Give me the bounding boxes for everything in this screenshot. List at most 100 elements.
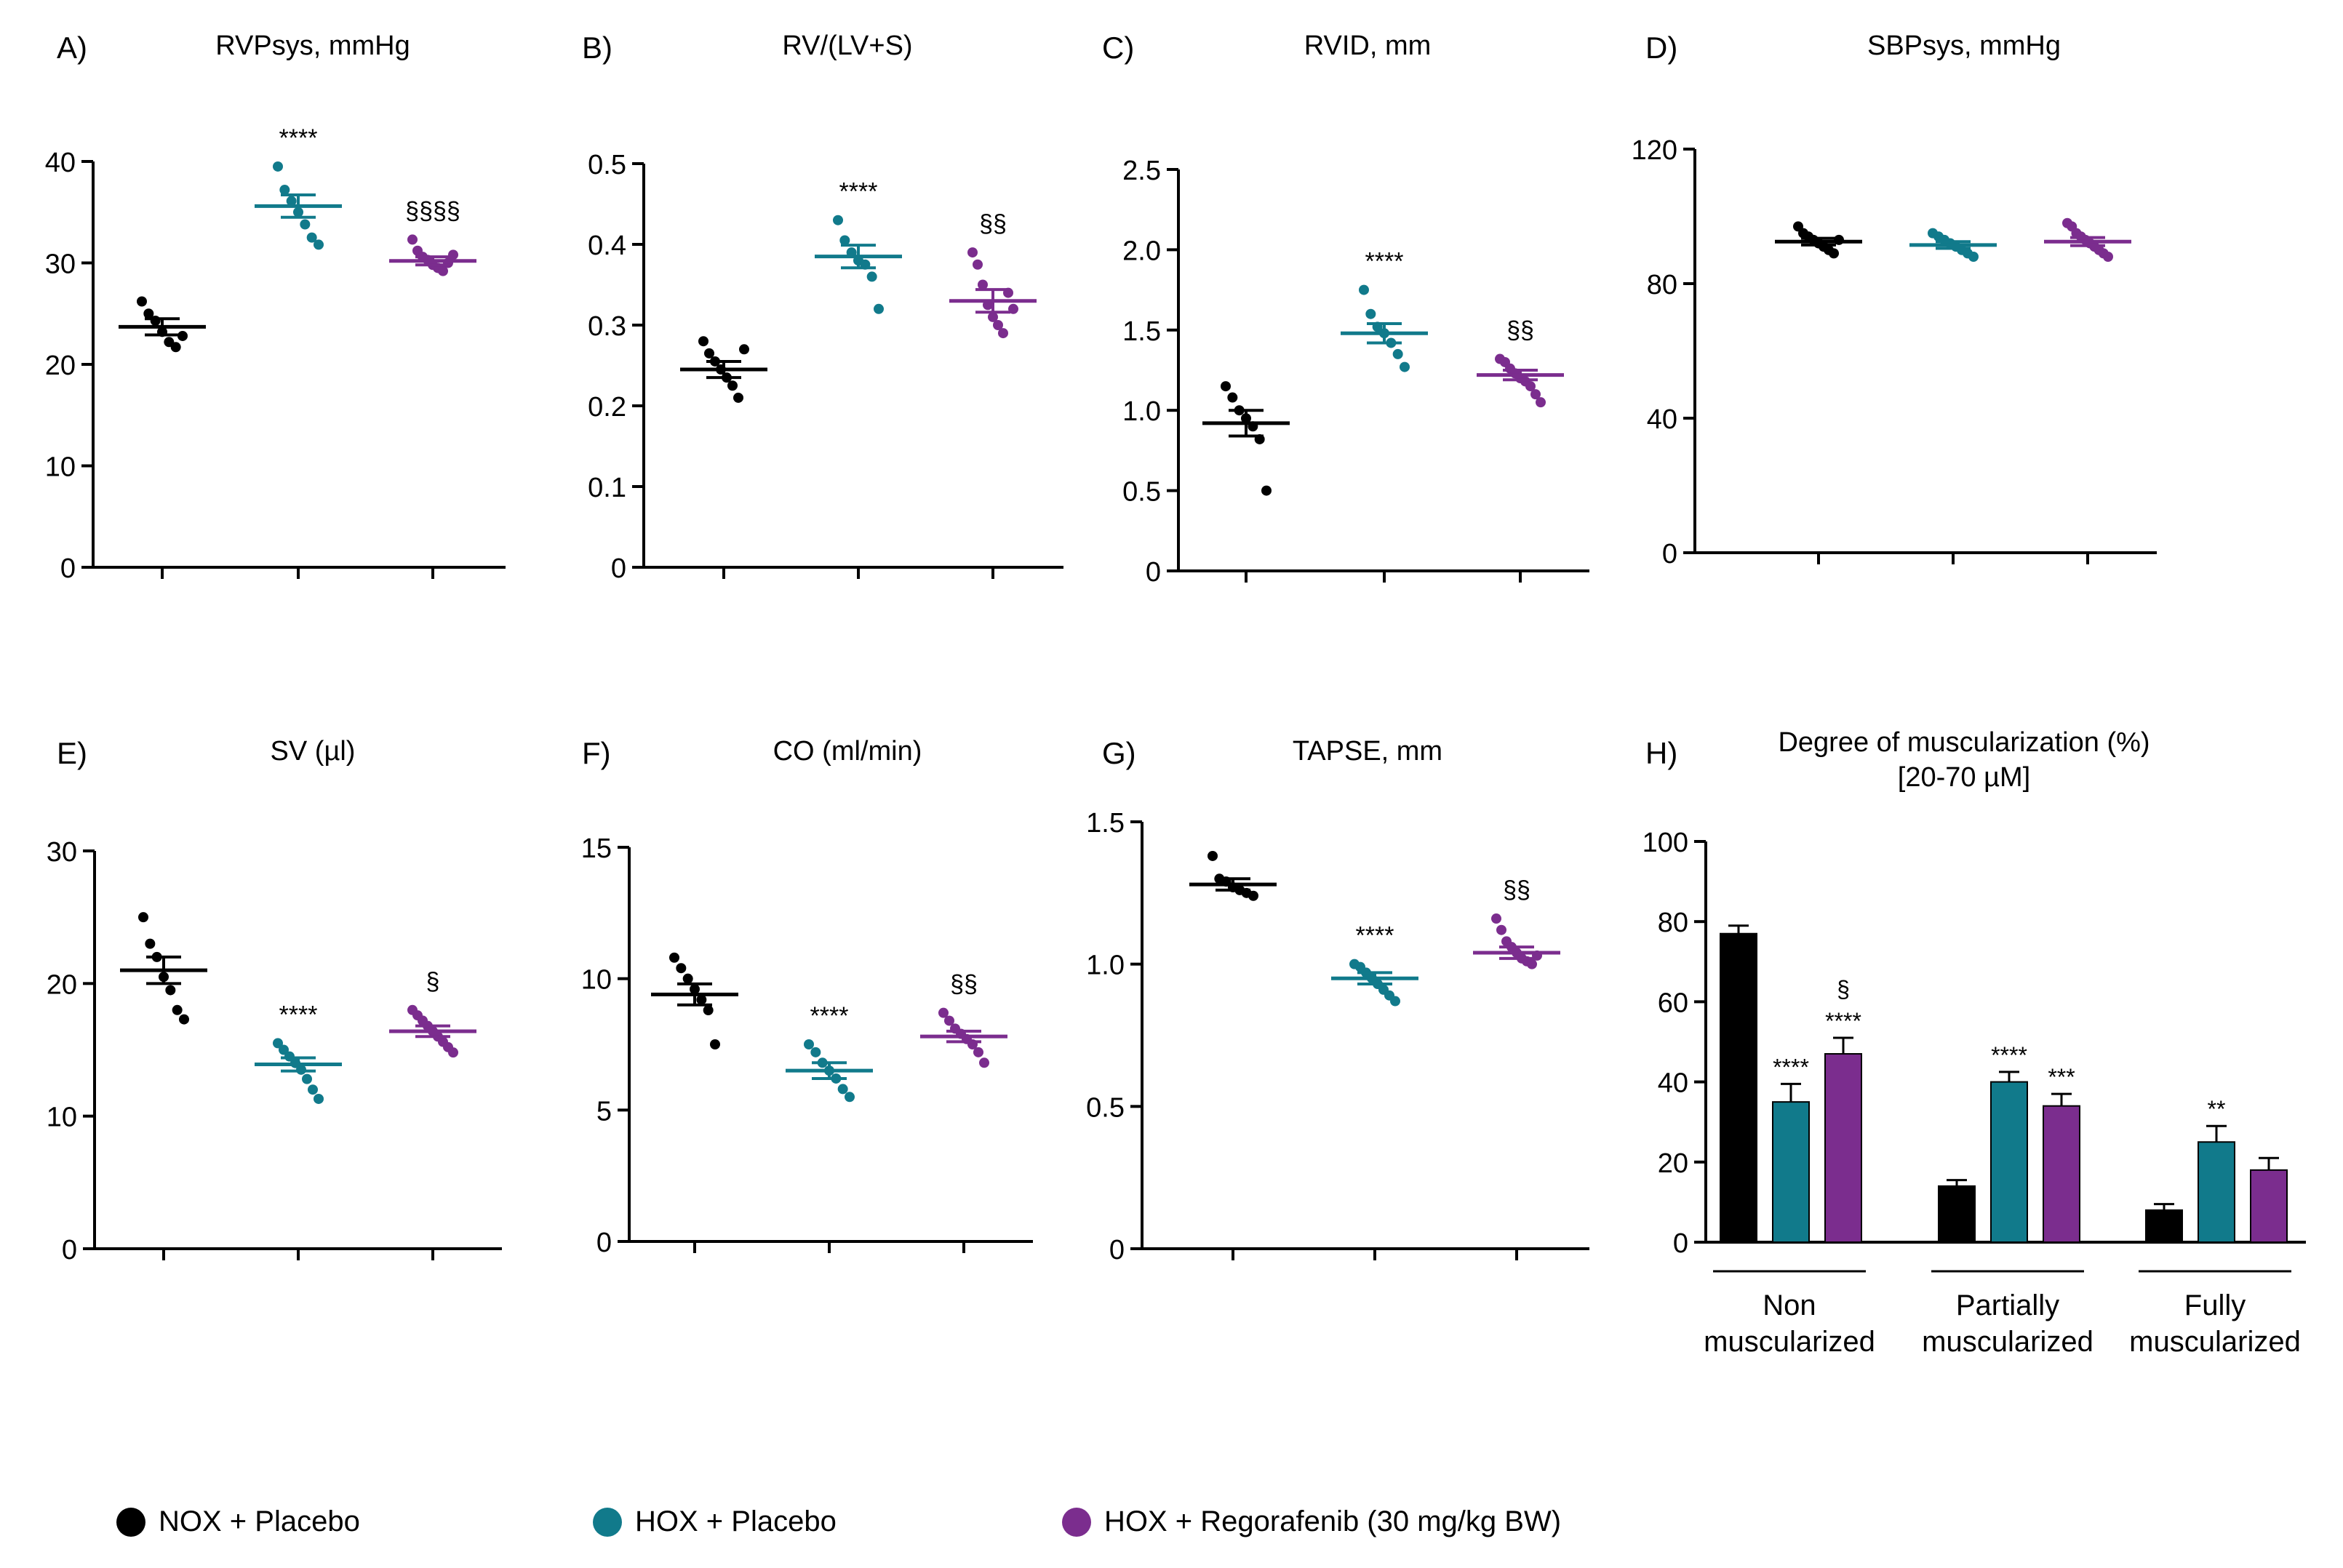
- data-point: [874, 303, 884, 314]
- legend-label-rego: HOX + Regorafenib (30 mg/kg BW): [1104, 1505, 1562, 1537]
- data-point: [1530, 389, 1541, 400]
- y-tick-label: 100: [1643, 828, 1688, 858]
- data-point: [866, 271, 877, 282]
- y-tick-label: 0: [611, 553, 626, 584]
- y-tick-label: 0: [1662, 539, 1677, 569]
- data-point: [172, 1004, 183, 1015]
- data-point: [993, 320, 1003, 330]
- data-point: [739, 344, 749, 355]
- significance-label: §: [1837, 976, 1850, 1002]
- data-point: [1525, 381, 1536, 392]
- y-tick-label: 20: [47, 969, 77, 1000]
- data-point: [944, 1015, 954, 1026]
- legend-dot-rego: [1062, 1507, 1091, 1537]
- significance-label: ****: [839, 178, 878, 206]
- category-label: Partially: [1956, 1289, 2059, 1321]
- legend-item-hox: HOX + Placebo: [593, 1505, 837, 1538]
- panel-label: D): [1645, 31, 1677, 65]
- chart-title: SV (µl): [271, 736, 356, 767]
- bar: [1824, 1053, 1862, 1244]
- y-tick-label: 40: [1647, 404, 1677, 435]
- data-point: [1008, 303, 1018, 314]
- y-tick-label: 15: [581, 833, 612, 864]
- data-point: [1829, 248, 1839, 259]
- significance-label: ****: [279, 124, 318, 152]
- data-point: [710, 1039, 720, 1049]
- y-tick-label: 80: [1647, 270, 1677, 300]
- data-point: [314, 1093, 324, 1104]
- data-point: [967, 247, 978, 258]
- data-point: [1527, 959, 1537, 969]
- y-tick-label: 0: [60, 553, 76, 584]
- data-point: [1365, 308, 1376, 319]
- bar: [2198, 1141, 2235, 1243]
- y-tick-label: 10: [47, 1103, 77, 1133]
- data-point: [973, 259, 983, 270]
- significance-label: §§: [1503, 876, 1530, 904]
- data-point: [703, 1005, 714, 1016]
- category-label: muscularized: [1922, 1326, 2093, 1358]
- bar: [1720, 932, 1757, 1243]
- data-point: [837, 1084, 848, 1095]
- data-point: [137, 296, 147, 307]
- significance-label: ****: [1825, 1008, 1861, 1034]
- data-point: [1496, 924, 1506, 935]
- y-tick-label: 0.2: [588, 392, 626, 423]
- y-tick-label: 0.5: [1086, 1092, 1125, 1123]
- chart-title: RV/(LV+S): [782, 31, 912, 61]
- y-tick-label: 80: [1658, 908, 1688, 938]
- bar: [2145, 1209, 2183, 1244]
- data-point: [407, 234, 418, 245]
- y-tick-label: 0: [596, 1228, 612, 1258]
- legend-item-rego: HOX + Regorafenib (30 mg/kg BW): [1062, 1505, 1561, 1538]
- bar: [2250, 1169, 2288, 1243]
- panel-h: H) Degree of muscularization (%) [20-70 µM…: [1643, 727, 2306, 1358]
- category-label: Non: [1763, 1289, 1816, 1321]
- data-point: [279, 185, 290, 196]
- panel-c: C) RVID, mm 0 0.5 1.0 1.5 2.0 2.5 **** §§: [1102, 31, 1589, 588]
- legend-label-hox: HOX + Placebo: [635, 1505, 837, 1537]
- significance-label: ***: [2048, 1064, 2075, 1090]
- data-point: [170, 342, 181, 353]
- data-point: [179, 1014, 189, 1025]
- significance-label: ****: [1356, 922, 1394, 950]
- y-tick-label: 0.1: [588, 473, 626, 503]
- y-tick-label: 40: [1658, 1068, 1688, 1099]
- data-point: [279, 1044, 289, 1055]
- bar: [1772, 1101, 1810, 1244]
- significance-label: §§§§: [405, 197, 460, 225]
- data-point: [143, 308, 154, 319]
- chart-title: TAPSE, mm: [1293, 736, 1442, 767]
- data-point: [804, 1039, 814, 1049]
- significance-label: §: [426, 968, 440, 996]
- panel-e: E) SV (µl) 0 10 20 30 **** §: [47, 736, 502, 1265]
- data-point: [145, 938, 156, 949]
- data-point: [733, 392, 743, 403]
- data-point: [300, 219, 311, 230]
- data-point: [682, 973, 693, 984]
- panel-d: D) SBPsys, mmHg 0 40 80 120: [1632, 31, 2157, 569]
- panel-label: E): [57, 736, 87, 770]
- data-point: [727, 380, 738, 391]
- data-point: [979, 1057, 989, 1068]
- y-tick-label: 20: [45, 351, 76, 381]
- data-point: [448, 1047, 458, 1058]
- significance-label: §§: [950, 971, 978, 999]
- panel-label: B): [582, 31, 612, 65]
- y-tick-label: 1.5: [1122, 316, 1161, 347]
- data-point: [1536, 397, 1546, 408]
- data-point: [1227, 392, 1238, 403]
- significance-label: ****: [1365, 248, 1404, 276]
- y-tick-label: 2.5: [1122, 156, 1161, 186]
- data-point: [1359, 284, 1369, 295]
- data-point: [669, 952, 679, 963]
- data-point: [1390, 996, 1400, 1007]
- bar: [1938, 1185, 1976, 1243]
- y-tick-label: 2.0: [1122, 236, 1161, 266]
- data-point: [696, 994, 707, 1005]
- data-point: [165, 985, 176, 996]
- data-point: [138, 912, 148, 923]
- panel-label: A): [57, 31, 87, 65]
- data-point: [314, 239, 324, 250]
